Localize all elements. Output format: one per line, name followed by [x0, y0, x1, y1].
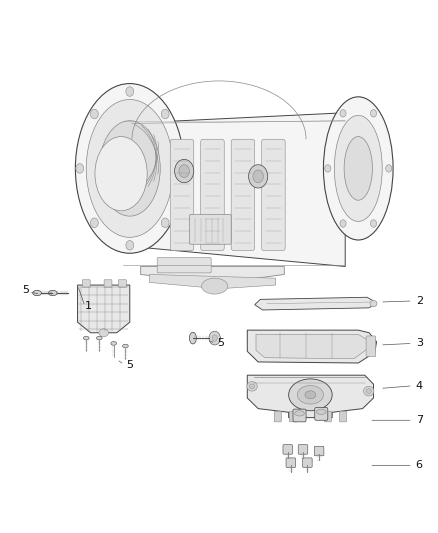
Circle shape [253, 170, 263, 183]
Ellipse shape [99, 120, 160, 216]
FancyBboxPatch shape [231, 139, 254, 251]
Polygon shape [119, 113, 345, 266]
FancyBboxPatch shape [104, 280, 112, 287]
FancyBboxPatch shape [261, 139, 285, 251]
Text: 6: 6 [416, 461, 423, 470]
FancyBboxPatch shape [315, 408, 328, 420]
Ellipse shape [99, 329, 109, 337]
Ellipse shape [289, 379, 332, 411]
Circle shape [386, 165, 392, 172]
FancyBboxPatch shape [298, 445, 308, 454]
Polygon shape [254, 297, 377, 310]
FancyBboxPatch shape [293, 409, 306, 422]
Ellipse shape [317, 409, 326, 415]
Circle shape [126, 87, 134, 96]
Circle shape [91, 109, 98, 119]
Text: 3: 3 [416, 338, 423, 349]
Circle shape [371, 110, 377, 117]
Ellipse shape [295, 411, 304, 416]
Ellipse shape [334, 115, 382, 221]
FancyBboxPatch shape [82, 280, 90, 287]
Circle shape [371, 220, 377, 227]
Polygon shape [247, 330, 377, 363]
Ellipse shape [95, 136, 147, 211]
Ellipse shape [123, 344, 128, 348]
Circle shape [212, 335, 217, 341]
Circle shape [179, 165, 189, 177]
Polygon shape [256, 334, 367, 359]
Circle shape [340, 220, 346, 227]
FancyBboxPatch shape [314, 446, 324, 456]
Ellipse shape [344, 136, 372, 200]
Text: 5: 5 [126, 360, 133, 369]
FancyBboxPatch shape [283, 445, 293, 454]
Circle shape [340, 110, 346, 117]
Circle shape [91, 218, 98, 228]
Circle shape [161, 218, 169, 228]
Text: 7: 7 [416, 415, 423, 425]
Ellipse shape [201, 278, 228, 294]
Circle shape [209, 331, 220, 345]
Ellipse shape [366, 389, 371, 393]
Text: 4: 4 [416, 381, 423, 391]
Ellipse shape [250, 384, 254, 389]
Polygon shape [141, 266, 284, 280]
FancyBboxPatch shape [339, 411, 346, 422]
FancyBboxPatch shape [303, 458, 312, 467]
Ellipse shape [323, 97, 393, 240]
FancyBboxPatch shape [286, 458, 296, 467]
Text: 5: 5 [22, 285, 29, 295]
Ellipse shape [297, 385, 323, 404]
Text: 2: 2 [416, 296, 423, 306]
Ellipse shape [111, 342, 117, 345]
Ellipse shape [247, 382, 257, 391]
Circle shape [126, 240, 134, 250]
Circle shape [76, 164, 84, 173]
Ellipse shape [75, 84, 184, 253]
Polygon shape [78, 285, 130, 333]
Ellipse shape [83, 336, 89, 340]
Ellipse shape [86, 100, 173, 237]
Ellipse shape [370, 301, 377, 307]
Ellipse shape [48, 290, 57, 296]
FancyBboxPatch shape [274, 411, 281, 422]
Ellipse shape [33, 290, 42, 296]
Ellipse shape [189, 332, 196, 344]
Circle shape [175, 159, 194, 183]
Text: 5: 5 [218, 338, 225, 349]
FancyBboxPatch shape [290, 411, 297, 422]
FancyBboxPatch shape [118, 280, 126, 287]
FancyBboxPatch shape [170, 139, 194, 251]
Text: 1: 1 [85, 301, 92, 311]
FancyBboxPatch shape [366, 336, 376, 357]
FancyBboxPatch shape [201, 139, 224, 251]
FancyBboxPatch shape [157, 257, 211, 273]
Ellipse shape [305, 391, 316, 399]
Ellipse shape [364, 386, 374, 396]
FancyBboxPatch shape [324, 411, 331, 422]
Circle shape [325, 165, 331, 172]
Polygon shape [247, 375, 374, 418]
Circle shape [176, 164, 184, 173]
FancyBboxPatch shape [189, 215, 231, 244]
Circle shape [161, 109, 169, 119]
Circle shape [249, 165, 268, 188]
Polygon shape [149, 274, 276, 289]
Ellipse shape [96, 336, 102, 340]
